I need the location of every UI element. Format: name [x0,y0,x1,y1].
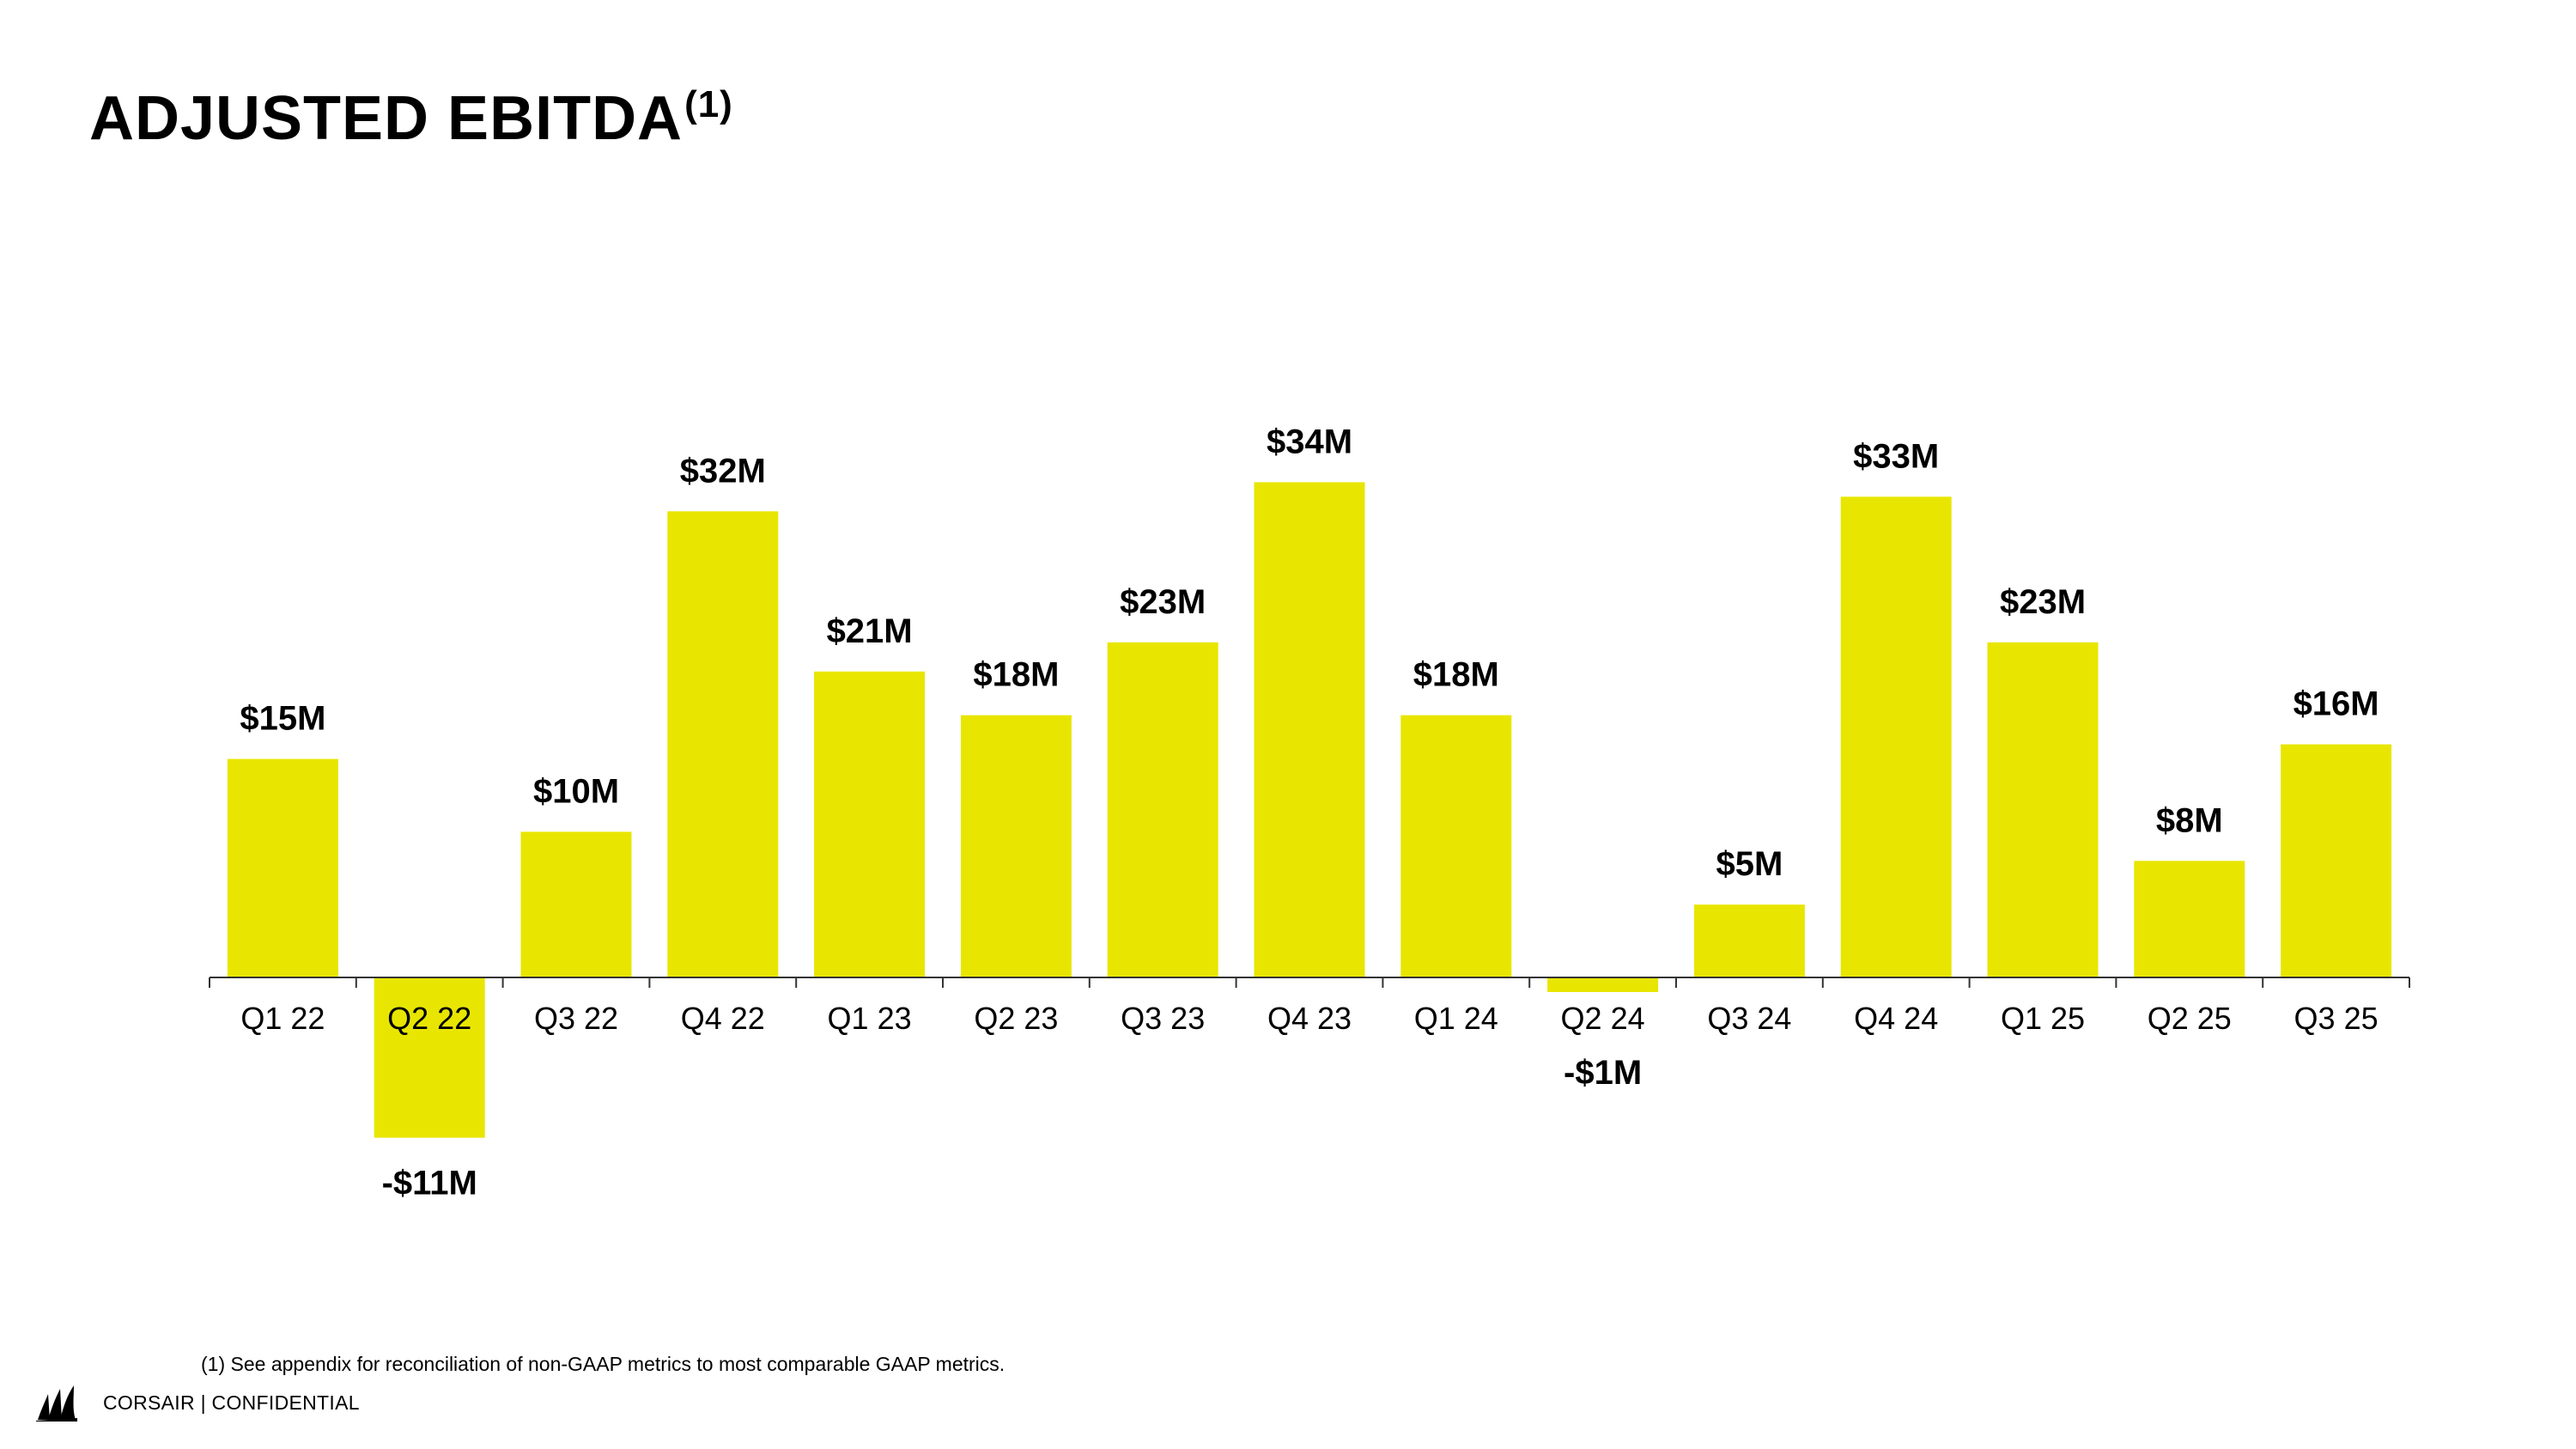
bar-q4-24 [1840,496,1952,977]
brand-footer: CORSAIR | CONFIDENTIAL [36,1383,360,1422]
data-label: $23M [1120,583,1206,621]
corsair-sails-icon [36,1385,77,1422]
title-footnote-marker: (1) [684,83,733,125]
x-tick-label: Q4 23 [1267,1001,1352,1036]
data-label: -$1M [1564,1054,1642,1092]
data-label: $23M [2000,583,2086,621]
page-title: ADJUSTED EBITDA(1) [89,83,733,150]
title-text: ADJUSTED EBITDA [89,84,683,153]
x-tick-label: Q1 22 [240,1001,325,1036]
data-label: $8M [2156,801,2223,839]
bar-q2-25 [2134,861,2245,977]
data-label: $32M [680,452,766,490]
bar-q1-24 [1400,715,1512,977]
x-tick-label: Q4 24 [1854,1001,1938,1036]
x-tick-label: Q3 24 [1707,1001,1791,1036]
bar-q2-22 [374,977,485,1138]
data-label: $16M [2293,685,2379,723]
bar-q3-23 [1107,642,1218,977]
x-tick-label: Q2 24 [1561,1001,1645,1036]
data-label: $33M [1853,437,1939,475]
x-tick-label: Q3 25 [2294,1001,2379,1036]
data-label: $18M [973,656,1059,694]
x-tick-label: Q2 23 [974,1001,1058,1036]
x-tick-label: Q3 22 [534,1001,618,1036]
data-label: $18M [1413,656,1499,694]
bar-q3-25 [2281,744,2392,977]
data-label: $10M [533,772,619,810]
data-label: $5M [1716,845,1783,883]
bar-q4-23 [1254,482,1365,977]
x-tick-label: Q1 24 [1414,1001,1498,1036]
data-label: $21M [827,612,913,650]
footnote: (1) See appendix for reconciliation of n… [201,1353,1005,1375]
bar-q2-23 [960,715,1072,977]
bar-q1-25 [1987,642,2099,977]
bar-q4-22 [667,511,779,977]
bar-q3-24 [1693,904,1805,977]
data-label: $15M [240,700,325,738]
bar-q1-23 [814,671,926,977]
x-tick-label: Q3 23 [1121,1001,1205,1036]
bar-q1-22 [227,758,338,977]
bar-q2-24 [1547,977,1659,992]
x-tick-label: Q2 25 [2148,1001,2232,1036]
bar-q3-22 [520,831,632,977]
x-tick-label: Q1 23 [828,1001,912,1036]
x-tick-label: Q1 25 [2001,1001,2085,1036]
brand-text: CORSAIR | CONFIDENTIAL [103,1391,360,1414]
data-label: $34M [1267,423,1352,460]
x-tick-label: Q2 22 [387,1001,471,1036]
x-tick-label: Q4 22 [681,1001,765,1036]
data-label: -$11M [382,1165,477,1202]
